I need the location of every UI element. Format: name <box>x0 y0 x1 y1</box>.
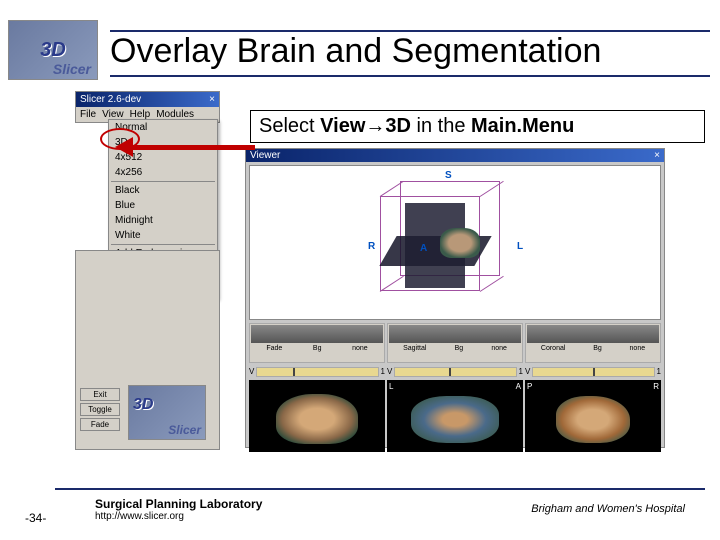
toggle-button[interactable]: Toggle <box>80 403 120 416</box>
footer-divider <box>55 488 705 490</box>
callout-menu: View <box>320 115 365 137</box>
lbl-r: R <box>653 382 659 391</box>
coronal-brain-icon <box>556 396 631 443</box>
callout-arrow: → <box>365 115 385 137</box>
logo-small-slicer: Slicer <box>168 423 201 437</box>
coronal-control[interactable]: Coronal Bg none <box>525 323 661 363</box>
lbl-l: L <box>389 382 393 391</box>
exit-button[interactable]: Exit <box>80 388 120 401</box>
lbl-a: A <box>516 382 521 391</box>
instruction-callout: Select View→3D in the Main.Menu <box>250 110 705 143</box>
menu-item-black[interactable]: Black <box>109 183 217 198</box>
menu-item-4x256[interactable]: 4x256 <box>109 165 217 180</box>
axis-s: S <box>445 170 452 181</box>
slice-views: L A P R <box>249 380 661 452</box>
menu-item-midnight[interactable]: Midnight <box>109 213 217 228</box>
slicer-title-text: Slicer 2.6-dev <box>80 94 141 105</box>
side-buttons: Exit Toggle Fade <box>80 388 120 433</box>
3d-viewport[interactable]: S R A L <box>249 165 661 320</box>
slicer-main-window: Slicer 2.6-dev × File View Help Modules … <box>75 91 220 123</box>
sagittal-brain-icon <box>411 396 499 443</box>
ctrl-bg: Bg <box>313 345 322 352</box>
menu-item-blue[interactable]: Blue <box>109 198 217 213</box>
red-arrow <box>115 137 255 157</box>
ctrl-bg: Bg <box>455 345 464 352</box>
coronal-view[interactable]: P R <box>525 380 661 452</box>
slice-sliders: V1 V1 V1 <box>249 365 661 378</box>
slicer-logo-small: 3D Slicer <box>128 385 206 440</box>
slice-controls: Fade Bg none Sagittal Bg none Coronal Bg… <box>249 323 661 363</box>
coronal-slider[interactable]: V1 <box>525 365 661 378</box>
footer-url: http://www.slicer.org <box>95 511 262 522</box>
footer-right: Brigham and Women's Hospital <box>531 503 685 515</box>
callout-target: Main.Menu <box>471 115 574 137</box>
ctrl-none: none <box>352 345 368 352</box>
lbl-p: P <box>527 382 532 391</box>
ctrl-fade: Fade <box>266 345 282 352</box>
viewer-close-icon[interactable]: × <box>654 150 660 161</box>
footer-org: Surgical Planning Laboratory <box>95 497 262 511</box>
ctrl-none: none <box>491 345 507 352</box>
menu-separator <box>111 244 215 245</box>
menu-separator <box>111 181 215 182</box>
close-icon[interactable]: × <box>209 94 215 105</box>
axial-thumb <box>251 325 383 343</box>
coronal-thumb <box>527 325 659 343</box>
axis-r: R <box>368 241 375 252</box>
axis-l: L <box>517 241 523 252</box>
axial-control[interactable]: Fade Bg none <box>249 323 385 363</box>
page-number: -34- <box>25 511 46 525</box>
ctrl-bg: Bg <box>593 345 602 352</box>
axial-slider[interactable]: V1 <box>249 365 385 378</box>
slicer-titlebar: Slicer 2.6-dev × <box>76 92 219 107</box>
sagittal-plane <box>405 203 465 288</box>
axial-brain-icon <box>276 394 358 444</box>
logo-slicer-text: Slicer <box>53 61 91 77</box>
ctrl-sagittal: Sagittal <box>403 345 426 352</box>
slide-title: Overlay Brain and Segmentation <box>110 30 710 77</box>
sagittal-slider[interactable]: V1 <box>387 365 523 378</box>
logo-small-3d: 3D <box>133 396 153 414</box>
sagittal-view[interactable]: L A <box>387 380 523 452</box>
brain-slice-icon <box>440 228 480 258</box>
3d-bounding-box <box>380 181 500 301</box>
logo-3d-text: 3D <box>40 39 66 62</box>
axial-view[interactable] <box>249 380 385 452</box>
sagittal-thumb <box>389 325 521 343</box>
ctrl-none: none <box>630 345 646 352</box>
callout-text: Select <box>259 115 320 137</box>
footer-left: Surgical Planning Laboratory http://www.… <box>95 497 262 522</box>
callout-mid: in the <box>411 115 471 137</box>
menu-item-white[interactable]: White <box>109 228 217 243</box>
viewer-window: Viewer × S R A L Fade Bg none <box>245 148 665 448</box>
menu-file[interactable]: File <box>80 109 96 120</box>
sagittal-control[interactable]: Sagittal Bg none <box>387 323 523 363</box>
callout-item: 3D <box>385 115 411 137</box>
fade-button[interactable]: Fade <box>80 418 120 431</box>
ctrl-coronal: Coronal <box>541 345 566 352</box>
slicer-logo: 3D Slicer <box>8 20 98 80</box>
viewer-titlebar: Viewer × <box>246 149 664 162</box>
axis-a: A <box>420 243 427 254</box>
